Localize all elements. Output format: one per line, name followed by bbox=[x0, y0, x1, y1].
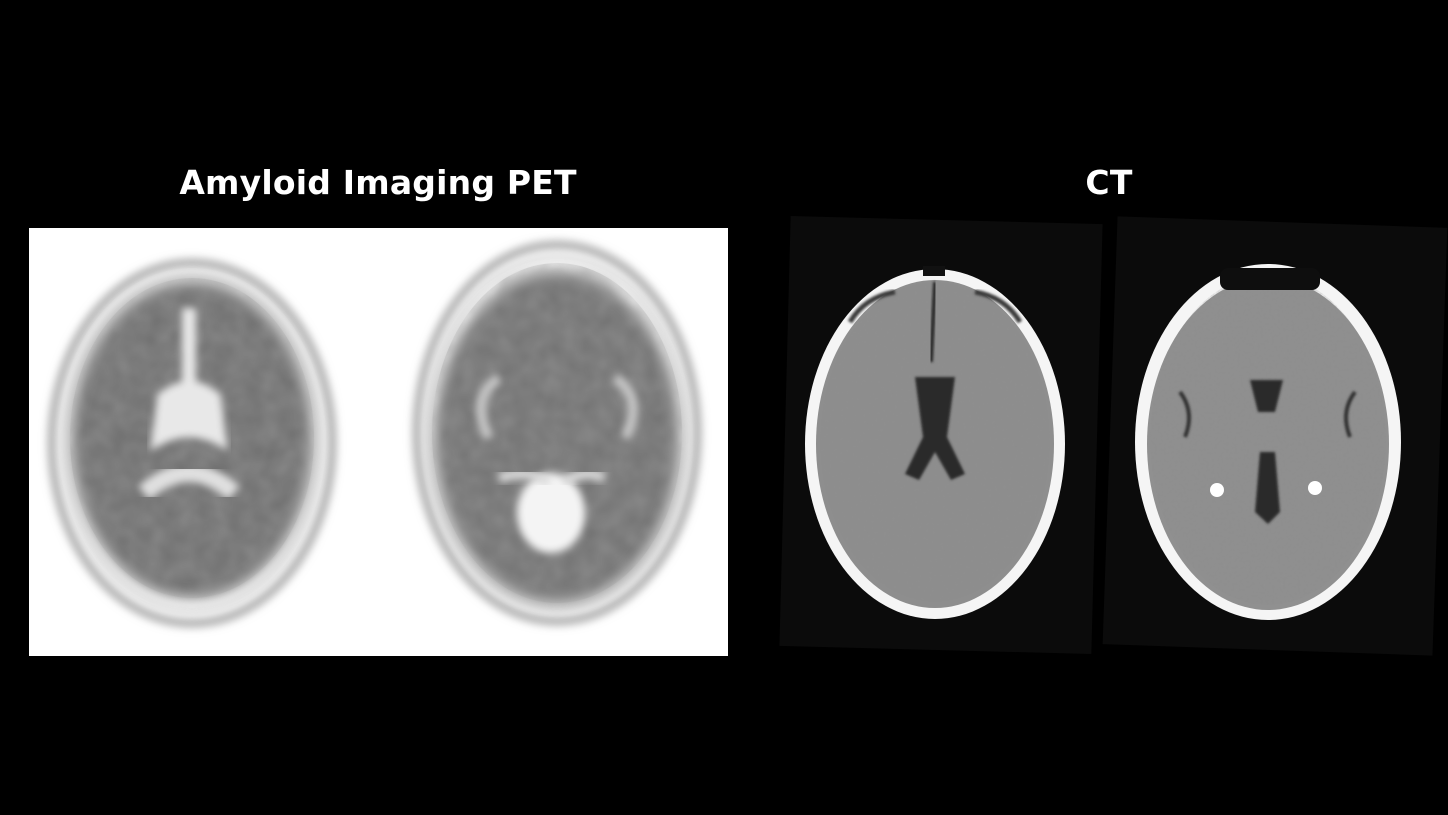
pet-image bbox=[29, 228, 728, 656]
ct-panel-title: CT bbox=[770, 158, 1448, 208]
pet-panel-title: Amyloid Imaging PET bbox=[28, 158, 728, 208]
pet-slice-left bbox=[52, 263, 332, 623]
ct-image bbox=[755, 212, 1448, 660]
ct-image-panel bbox=[755, 212, 1448, 660]
ct-slice-right bbox=[1135, 264, 1401, 622]
pet-slice-right bbox=[417, 245, 699, 628]
pet-image-panel bbox=[29, 228, 728, 656]
